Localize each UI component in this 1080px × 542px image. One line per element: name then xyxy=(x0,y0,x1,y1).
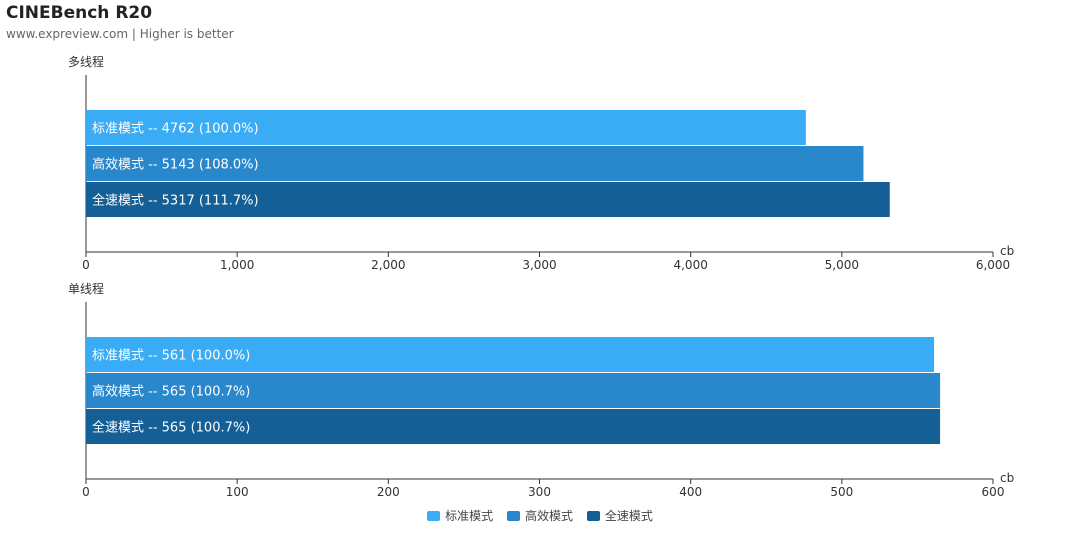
legend-item-standard[interactable]: 标准模式 xyxy=(427,507,493,524)
legend-swatch xyxy=(506,510,520,521)
legend-swatch xyxy=(586,510,600,521)
chart-subtitle: www.expreview.com | Higher is better xyxy=(6,27,234,41)
x-tick-label: 100 xyxy=(226,485,249,499)
x-tick-label: 200 xyxy=(377,485,400,499)
bar-data-label: 高效模式 -- 565 (100.7%) xyxy=(92,384,250,400)
legend-item-fullspeed[interactable]: 全速模式 xyxy=(586,507,653,524)
x-tick-label: 300 xyxy=(528,485,551,499)
legend-label: 全速模式 xyxy=(604,509,653,523)
bar-data-label: 标准模式 -- 561 (100.0%) xyxy=(92,349,250,364)
legend-swatch xyxy=(427,510,441,521)
x-tick-label: 400 xyxy=(679,485,702,499)
panel-title: 多线程 xyxy=(68,54,104,69)
x-tick-label: 2,000 xyxy=(371,258,405,272)
bar-2 xyxy=(86,182,890,217)
bar-data-label: 全速模式 -- 5317 (111.7%) xyxy=(92,193,259,209)
legend-label: 标准模式 xyxy=(445,509,494,523)
x-axis-unit: cb xyxy=(1000,471,1014,485)
legend-label: 高效模式 xyxy=(524,509,573,523)
bar-data-label: 高效模式 -- 5143 (108.0%) xyxy=(92,157,259,173)
bar-0 xyxy=(86,110,806,145)
x-tick-label: 1,000 xyxy=(220,258,254,272)
x-tick-label: 0 xyxy=(82,258,90,272)
x-tick-label: 5,000 xyxy=(825,258,859,272)
legend: 标准模式 高效模式 全速模式 xyxy=(0,507,1080,524)
x-tick-label: 500 xyxy=(830,485,853,499)
bar-1 xyxy=(86,373,941,408)
x-tick-label: 6,000 xyxy=(976,258,1010,272)
x-tick-label: 3,000 xyxy=(522,258,556,272)
x-tick-label: 0 xyxy=(82,485,90,499)
x-tick-label: 600 xyxy=(982,485,1005,499)
bar-1 xyxy=(86,146,864,181)
x-tick-label: 4,000 xyxy=(673,258,707,272)
chart-title: CINEBench R20 xyxy=(6,3,153,23)
x-axis-unit: cb xyxy=(1000,244,1014,258)
bar-0 xyxy=(86,337,935,372)
panel-title: 单线程 xyxy=(68,281,104,296)
bar-data-label: 全速模式 -- 565 (100.7%) xyxy=(92,420,250,436)
bar-data-label: 标准模式 -- 4762 (100.0%) xyxy=(92,122,259,137)
legend-item-efficient[interactable]: 高效模式 xyxy=(506,507,573,524)
bar-2 xyxy=(86,409,941,444)
